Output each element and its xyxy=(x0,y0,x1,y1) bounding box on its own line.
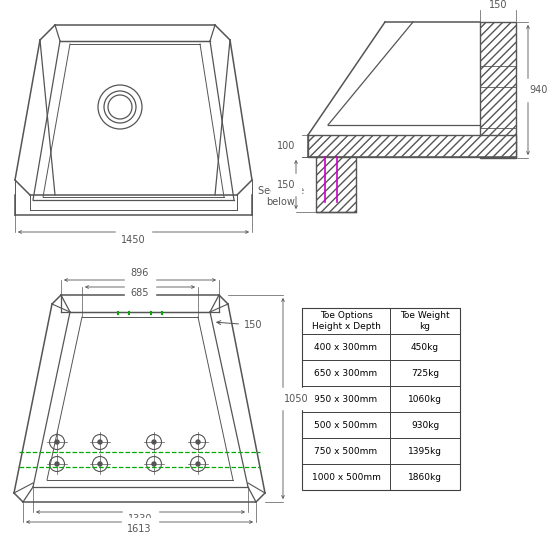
Circle shape xyxy=(55,462,59,466)
Text: 896: 896 xyxy=(131,268,149,278)
Text: See table
below: See table below xyxy=(258,186,304,207)
Text: 1330: 1330 xyxy=(128,514,153,524)
Text: 1000 x 500mm: 1000 x 500mm xyxy=(311,472,381,481)
Text: 150: 150 xyxy=(217,320,263,330)
Text: 100: 100 xyxy=(277,141,295,151)
Polygon shape xyxy=(316,157,356,212)
Text: 1450: 1450 xyxy=(121,235,146,245)
Text: Toe Options
Height x Depth: Toe Options Height x Depth xyxy=(311,311,381,331)
Text: 450kg: 450kg xyxy=(411,343,439,351)
Text: 1860kg: 1860kg xyxy=(408,472,442,481)
Polygon shape xyxy=(308,135,516,157)
Text: 500 x 500mm: 500 x 500mm xyxy=(315,421,378,430)
Text: 650 x 300mm: 650 x 300mm xyxy=(315,368,378,377)
Text: 750 x 500mm: 750 x 500mm xyxy=(315,447,378,455)
Circle shape xyxy=(55,440,59,444)
Circle shape xyxy=(98,440,102,444)
Text: 400 x 300mm: 400 x 300mm xyxy=(315,343,377,351)
Text: 940: 940 xyxy=(530,85,548,95)
Text: 1613: 1613 xyxy=(127,524,152,534)
Bar xyxy=(302,308,460,490)
Polygon shape xyxy=(480,22,516,158)
Text: 1050: 1050 xyxy=(284,393,309,404)
Circle shape xyxy=(196,462,200,466)
Circle shape xyxy=(98,462,102,466)
Text: 150: 150 xyxy=(277,179,295,190)
Circle shape xyxy=(196,440,200,444)
Text: Toe Weight
kg: Toe Weight kg xyxy=(400,311,450,331)
Text: 1395kg: 1395kg xyxy=(408,447,442,455)
Text: 950 x 300mm: 950 x 300mm xyxy=(315,394,378,404)
Text: 150: 150 xyxy=(489,0,507,10)
Text: 930kg: 930kg xyxy=(411,421,439,430)
Text: 725kg: 725kg xyxy=(411,368,439,377)
Circle shape xyxy=(152,462,156,466)
Circle shape xyxy=(152,440,156,444)
Text: 1060kg: 1060kg xyxy=(408,394,442,404)
Text: 685: 685 xyxy=(131,288,149,298)
